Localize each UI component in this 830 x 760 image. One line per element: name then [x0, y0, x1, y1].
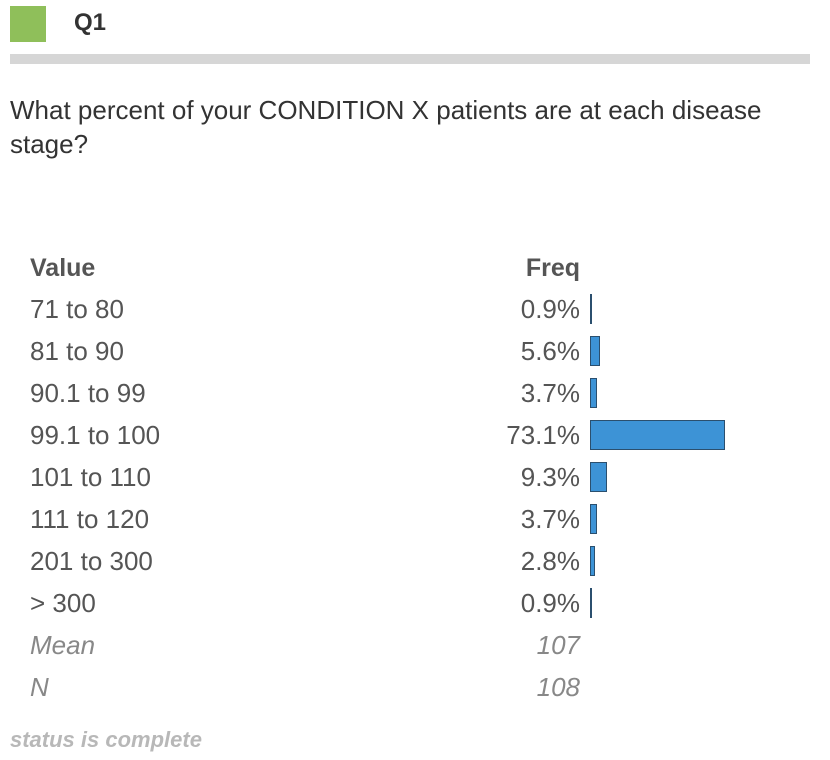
percent-label: 0.9% — [520, 294, 580, 324]
frequency-bar — [590, 588, 592, 618]
category-label: 81 to 90 — [30, 336, 124, 366]
table-row: 81 to 90 5.6% — [0, 332, 830, 374]
value-column-header: Value — [30, 254, 96, 282]
category-label: 90.1 to 99 — [30, 378, 146, 408]
category-label: 99.1 to 100 — [30, 420, 161, 450]
frequency-table: Value Freq 71 to 80 0.9% 81 to 90 5.6% 90.1 … — [0, 248, 830, 708]
table-header-row: Value Freq — [0, 248, 830, 290]
table-row: 101 to 110 9.3% — [0, 458, 830, 500]
percent-label: 3.7% — [520, 378, 580, 408]
mean-row: Mean 107 — [0, 626, 830, 668]
frequency-bar — [590, 378, 597, 408]
n-label: N — [30, 672, 49, 702]
n-row: N 108 — [0, 668, 830, 708]
percent-label: 0.9% — [520, 588, 580, 618]
frequency-bar — [590, 546, 596, 576]
question-id: Q1 — [74, 9, 107, 36]
n-value: 108 — [536, 672, 580, 702]
table-row: 90.1 to 99 3.7% — [0, 374, 830, 416]
status-text: status is complete — [10, 727, 202, 752]
question-text: What percent of your CONDITION X patient… — [10, 95, 762, 159]
table-row: 201 to 300 2.8% — [0, 542, 830, 584]
mean-value: 107 — [536, 630, 580, 660]
frequency-rows: 71 to 80 0.9% 81 to 90 5.6% 90.1 to 99 3.7% 99… — [0, 290, 830, 626]
table-row: 71 to 80 0.9% — [0, 290, 830, 332]
category-label: 201 to 300 — [30, 546, 153, 576]
table-row: > 300 0.9% — [0, 584, 830, 626]
percent-label: 9.3% — [520, 462, 580, 492]
percent-label: 5.6% — [520, 336, 580, 366]
mean-label: Mean — [30, 630, 96, 660]
table-row: 111 to 120 3.7% — [0, 500, 830, 542]
frequency-bar — [590, 420, 725, 450]
freq-column-header: Freq — [525, 254, 580, 282]
question-header: Q1 — [10, 6, 810, 42]
category-label: 71 to 80 — [30, 294, 124, 324]
frequency-bar — [590, 504, 597, 534]
category-label: > 300 — [30, 588, 96, 618]
percent-label: 2.8% — [520, 546, 580, 576]
question-color-swatch — [10, 6, 46, 42]
header-divider — [10, 54, 810, 64]
category-label: 101 to 110 — [30, 462, 151, 492]
percent-label: 3.7% — [520, 504, 580, 534]
category-label: 111 to 120 — [30, 504, 150, 534]
frequency-bar — [590, 336, 601, 366]
frequency-bar — [590, 294, 592, 324]
frequency-bar — [590, 462, 608, 492]
table-row: 99.1 to 100 73.1% — [0, 416, 830, 458]
percent-label: 73.1% — [506, 420, 580, 450]
